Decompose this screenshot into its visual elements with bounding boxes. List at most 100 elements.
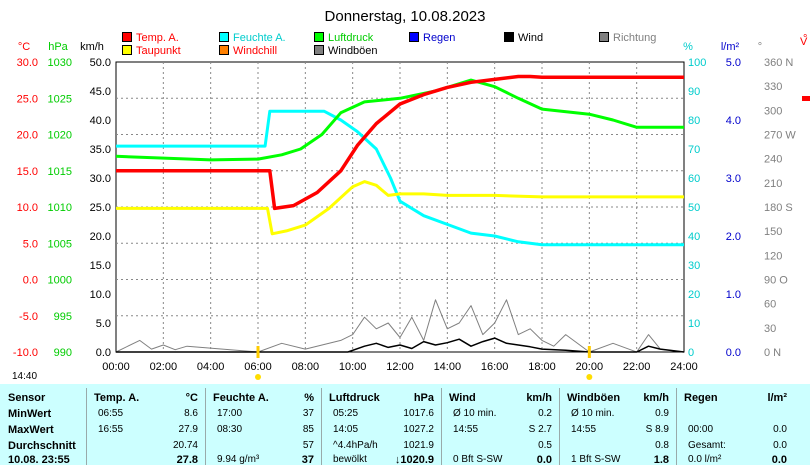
time-tick-label: 24:00 [670, 361, 698, 373]
wind-tick-label: 5.0 [96, 318, 111, 330]
legend-swatch [314, 45, 324, 55]
stat-column: Feuchte A.% 17:00 37 08:30 85 57 9.94 g/m³ 37 [207, 384, 320, 466]
rain-tick-label: 4.0 [726, 115, 741, 127]
cell-value: 27.9 [178, 424, 198, 435]
cell-value: 1021.9 [403, 440, 434, 451]
time-tick-label: 08:00 [292, 361, 320, 373]
cell-note: 16:55 [98, 424, 124, 435]
cell-value: 57 [302, 440, 314, 451]
cell-value: 0.0 [771, 454, 787, 466]
clipped-letter: V [800, 36, 808, 48]
sensor-header: Sensor [8, 392, 46, 404]
temp-tick-label: 15.0 [17, 166, 38, 178]
direction-tick-label: 360 N [764, 57, 793, 69]
series-layer [115, 74, 685, 353]
pressure-tick-label: 995 [54, 311, 72, 323]
cell-value: 20.74 [172, 440, 198, 451]
pressure-tick-label: 990 [54, 347, 72, 359]
direction-tick-label: 30 [764, 323, 776, 335]
humidity-tick-label: 20 [688, 289, 700, 301]
wind-tick-label: 10.0 [90, 289, 111, 301]
axis-unit-label: °C [18, 41, 30, 53]
sun-markers [255, 346, 593, 380]
time-tick-label: 18:00 [528, 361, 556, 373]
time-tick-label: 16:00 [481, 361, 509, 373]
legend-label: Richtung [613, 32, 657, 44]
cell-value: 85 [302, 424, 314, 435]
column-separator [321, 388, 322, 465]
cell-value: 8.6 [184, 408, 198, 419]
series-line-feuchte-a- [116, 109, 684, 247]
time-tick-label: 10:00 [339, 361, 367, 373]
direction-tick-label: 180 S [764, 202, 793, 214]
wind-tick-label: 25.0 [90, 202, 111, 214]
legend-item: Luftdruck [314, 32, 373, 44]
stat-column: Temp. A. °C 06:55 8.6 16:55 27.9 20.74 27.8 [88, 384, 204, 466]
rain-tick-label: 2.0 [726, 231, 741, 243]
axis-unit-label: % [683, 41, 693, 53]
row-label-max: MaxWert [8, 424, 54, 436]
clipped-unit: ° [803, 33, 807, 45]
cell-note: 06:55 [98, 408, 124, 419]
wind-tick-label: 35.0 [90, 144, 111, 156]
pressure-tick-label: 1000 [48, 275, 72, 287]
time-tick-label: 02:00 [150, 361, 178, 373]
time-tick-label: 20:00 [576, 361, 604, 373]
axes: 00:00 02:00 04:00 06:00 08:00 10:00 12:00 14:00… [13, 33, 810, 373]
legend-item: Taupunkt [122, 45, 181, 57]
wind-tick-label: 30.0 [90, 173, 111, 185]
cell-value: 1027.2 [403, 424, 434, 435]
time-tick-label: 04:00 [197, 361, 225, 373]
column-unit: l/m² [767, 392, 787, 404]
rain-tick-label: 1.0 [726, 289, 741, 301]
legend-item: Windchill [219, 45, 277, 57]
legend-label: Luftdruck [328, 32, 374, 44]
direction-tick-label: 210 [764, 178, 782, 190]
cell-note: Ø 10 min. [571, 408, 615, 419]
legend-swatch [219, 32, 229, 42]
cell-value: 37 [301, 454, 314, 466]
cell-value: 37 [302, 408, 314, 419]
column-header: Wind [449, 392, 476, 404]
series-line-taupunkt [116, 180, 684, 236]
direction-tick-label: 60 [764, 299, 776, 311]
cell-note: 14:05 [333, 424, 359, 435]
time-tick-label: 12:00 [386, 361, 414, 373]
legend-item: Windböen [314, 45, 378, 57]
axis-unit-label: ° [758, 41, 762, 53]
column-header: Regen [684, 392, 718, 404]
cell-note: Ø 10 min. [453, 408, 497, 419]
column-unit: km/h [526, 392, 552, 404]
direction-tick-label: 120 [764, 250, 782, 262]
cell-value: 27.8 [176, 454, 198, 466]
sunset-sun-icon [586, 374, 593, 380]
stat-column: Wind km/h Ø 10 min. 0.2 14:55 S 2.7 0.5 0 Bft S… [443, 384, 558, 466]
cell-note: 00:00 [688, 424, 714, 435]
direction-tick-label: 240 [764, 154, 782, 166]
wind-tick-label: 15.0 [90, 260, 111, 272]
legend-item: Richtung [599, 32, 656, 44]
series-line-temp-a- [116, 74, 684, 211]
temp-tick-label: 30.0 [17, 57, 38, 69]
humidity-tick-label: 70 [688, 144, 700, 156]
pressure-tick-label: 1005 [48, 238, 72, 250]
axis-unit-label: hPa [48, 41, 68, 53]
humidity-tick-label: 60 [688, 173, 700, 185]
legend-label: Windböen [328, 45, 378, 57]
series-line-luftdruck [115, 78, 684, 162]
legend-label: Regen [423, 32, 456, 44]
legend-label: Taupunkt [136, 45, 181, 57]
temp-tick-label: 0.0 [23, 275, 38, 287]
direction-tick-label: 300 [764, 105, 782, 117]
cell-note: ^4.4hPa/h [333, 440, 378, 451]
cell-value: 0.5 [538, 440, 552, 451]
column-unit: km/h [643, 392, 669, 404]
row-label-avg: Durchschnitt [8, 440, 76, 452]
legend-item: Regen [409, 32, 455, 44]
rain-tick-label: 3.0 [726, 173, 741, 185]
rain-tick-label: 0.0 [726, 347, 741, 359]
direction-tick-label: 0 N [764, 347, 781, 359]
cell-note: 14:55 [453, 424, 479, 435]
humidity-tick-label: 80 [688, 115, 700, 127]
chart-title: Donnerstag, 10.08.2023 [325, 8, 486, 25]
